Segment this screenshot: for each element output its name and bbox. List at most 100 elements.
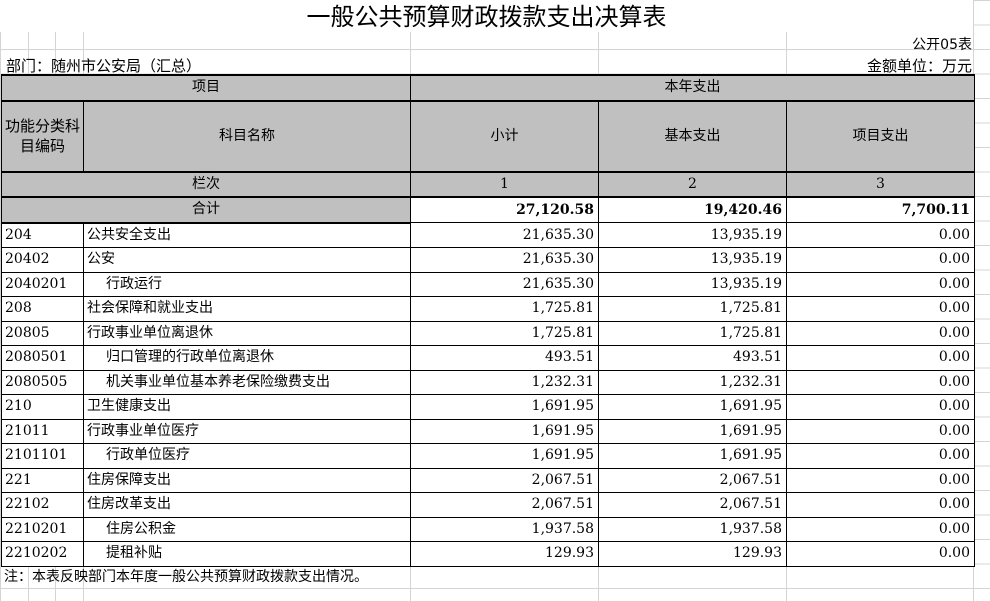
table-row: 208 社会保障和就业支出 1,725.81 1,725.81 0.00: [1, 296, 975, 322]
row-code[interactable]: 2101101: [1, 443, 84, 469]
row-basic[interactable]: 493.51: [598, 345, 787, 371]
row-subtotal[interactable]: 1,691.95: [410, 443, 599, 469]
row-code[interactable]: 210: [1, 394, 84, 420]
row-name[interactable]: 卫生健康支出: [83, 394, 411, 420]
row-basic[interactable]: 13,935.19: [598, 247, 787, 273]
table-row: 20402 公安 21,635.30 13,935.19 0.00: [1, 247, 975, 273]
row-basic[interactable]: 1,691.95: [598, 418, 787, 444]
row-name[interactable]: 提租补贴: [83, 541, 411, 567]
row-name[interactable]: 行政单位医疗: [83, 443, 411, 469]
column-number-2[interactable]: 2: [598, 170, 787, 198]
row-subtotal[interactable]: 1,725.81: [410, 296, 599, 322]
row-subtotal[interactable]: 21,635.30: [410, 247, 599, 273]
row-name[interactable]: 住房公积金: [83, 516, 411, 542]
column-number-1[interactable]: 1: [410, 170, 599, 198]
row-basic[interactable]: 13,935.19: [598, 271, 787, 297]
header-name[interactable]: 科目名称: [83, 99, 411, 173]
row-project[interactable]: 0.00: [786, 541, 975, 567]
table-row: 2101101 行政单位医疗 1,691.95 1,691.95 0.00: [1, 443, 975, 469]
table-row: 210 卫生健康支出 1,691.95 1,691.95 0.00: [1, 394, 975, 420]
row-subtotal[interactable]: 21,635.30: [410, 222, 599, 248]
row-subtotal[interactable]: 1,937.58: [410, 516, 599, 542]
total-subtotal[interactable]: 27,120.58: [410, 196, 599, 223]
row-name[interactable]: 归口管理的行政单位离退休: [83, 345, 411, 371]
row-basic[interactable]: 1,691.95: [598, 443, 787, 469]
row-project[interactable]: 0.00: [786, 271, 975, 297]
row-project[interactable]: 0.00: [786, 516, 975, 542]
table-row: 2040201 行政运行 21,635.30 13,935.19 0.00: [1, 271, 975, 297]
report-title: 一般公共预算财政拨款支出决算表: [0, 0, 973, 32]
row-subtotal[interactable]: 129.93: [410, 541, 599, 567]
header-code[interactable]: 功能分类科目编码: [1, 99, 84, 173]
row-basic[interactable]: 1,691.95: [598, 394, 787, 420]
total-project[interactable]: 7,700.11: [786, 196, 975, 223]
row-subtotal[interactable]: 493.51: [410, 345, 599, 371]
header-basic[interactable]: 基本支出: [598, 99, 787, 173]
row-subtotal[interactable]: 2,067.51: [410, 492, 599, 518]
row-project[interactable]: 0.00: [786, 492, 975, 518]
row-code[interactable]: 2040201: [1, 271, 84, 297]
row-code[interactable]: 2210202: [1, 541, 84, 567]
row-project[interactable]: 0.00: [786, 247, 975, 273]
row-code[interactable]: 2080501: [1, 345, 84, 371]
header-project[interactable]: 项目支出: [786, 99, 975, 173]
row-code[interactable]: 21011: [1, 418, 84, 444]
row-project[interactable]: 0.00: [786, 443, 975, 469]
row-basic[interactable]: 1,725.81: [598, 296, 787, 322]
table-row: 221 住房保障支出 2,067.51 2,067.51 0.00: [1, 467, 975, 493]
footnote: 注：本表反映部门本年度一般公共预算财政拨款支出情况。: [4, 569, 368, 585]
row-name[interactable]: 住房改革支出: [83, 492, 411, 518]
row-basic[interactable]: 1,937.58: [598, 516, 787, 542]
header-item[interactable]: 项目: [1, 74, 411, 102]
row-basic[interactable]: 1,725.81: [598, 320, 787, 346]
row-name[interactable]: 住房保障支出: [83, 467, 411, 493]
table-row: 20805 行政事业单位离退休 1,725.81 1,725.81 0.00: [1, 320, 975, 346]
row-project[interactable]: 0.00: [786, 369, 975, 395]
row-project[interactable]: 0.00: [786, 320, 975, 346]
row-project[interactable]: 0.00: [786, 296, 975, 322]
row-basic[interactable]: 2,067.51: [598, 467, 787, 493]
row-code[interactable]: 2210201: [1, 516, 84, 542]
row-code[interactable]: 20805: [1, 320, 84, 346]
row-name[interactable]: 行政事业单位医疗: [83, 418, 411, 444]
row-code[interactable]: 22102: [1, 492, 84, 518]
header-current-year[interactable]: 本年支出: [410, 74, 975, 102]
row-code[interactable]: 208: [1, 296, 84, 322]
row-subtotal[interactable]: 21,635.30: [410, 271, 599, 297]
row-code[interactable]: 204: [1, 222, 84, 248]
row-basic[interactable]: 1,232.31: [598, 369, 787, 395]
row-subtotal[interactable]: 1,691.95: [410, 394, 599, 420]
table-row: 204 公共安全支出 21,635.30 13,935.19 0.00: [1, 222, 975, 248]
row-name[interactable]: 机关事业单位基本养老保险缴费支出: [83, 369, 411, 395]
table-row: 2080501 归口管理的行政单位离退休 493.51 493.51 0.00: [1, 345, 975, 371]
total-label[interactable]: 合计: [1, 196, 411, 224]
column-number-3[interactable]: 3: [786, 170, 975, 198]
row-subtotal[interactable]: 2,067.51: [410, 467, 599, 493]
unit-label: 金额单位：万元: [866, 57, 972, 75]
row-name[interactable]: 行政运行: [83, 271, 411, 297]
row-name[interactable]: 公安: [83, 247, 411, 273]
row-subtotal[interactable]: 1,725.81: [410, 320, 599, 346]
row-code[interactable]: 2080505: [1, 369, 84, 395]
row-basic[interactable]: 129.93: [598, 541, 787, 567]
total-basic[interactable]: 19,420.46: [598, 196, 787, 223]
header-subtotal[interactable]: 小计: [410, 99, 599, 173]
column-label[interactable]: 栏次: [1, 170, 411, 198]
row-code[interactable]: 20402: [1, 247, 84, 273]
table-row: 21011 行政事业单位医疗 1,691.95 1,691.95 0.00: [1, 418, 975, 444]
row-project[interactable]: 0.00: [786, 222, 975, 248]
row-subtotal[interactable]: 1,232.31: [410, 369, 599, 395]
row-project[interactable]: 0.00: [786, 394, 975, 420]
row-subtotal[interactable]: 1,691.95: [410, 418, 599, 444]
row-name[interactable]: 公共安全支出: [83, 222, 411, 248]
row-project[interactable]: 0.00: [786, 345, 975, 371]
row-code[interactable]: 221: [1, 467, 84, 493]
row-project[interactable]: 0.00: [786, 467, 975, 493]
table-row: 2080505 机关事业单位基本养老保险缴费支出 1,232.31 1,232.31 0…: [1, 369, 975, 395]
expenditure-table: 项目 本年支出 功能分类科目编码 科目名称 小计 基本支出 项目支出 栏次 1 …: [1, 74, 975, 567]
row-project[interactable]: 0.00: [786, 418, 975, 444]
row-basic[interactable]: 13,935.19: [598, 222, 787, 248]
row-name[interactable]: 行政事业单位离退休: [83, 320, 411, 346]
row-basic[interactable]: 2,067.51: [598, 492, 787, 518]
row-name[interactable]: 社会保障和就业支出: [83, 296, 411, 322]
